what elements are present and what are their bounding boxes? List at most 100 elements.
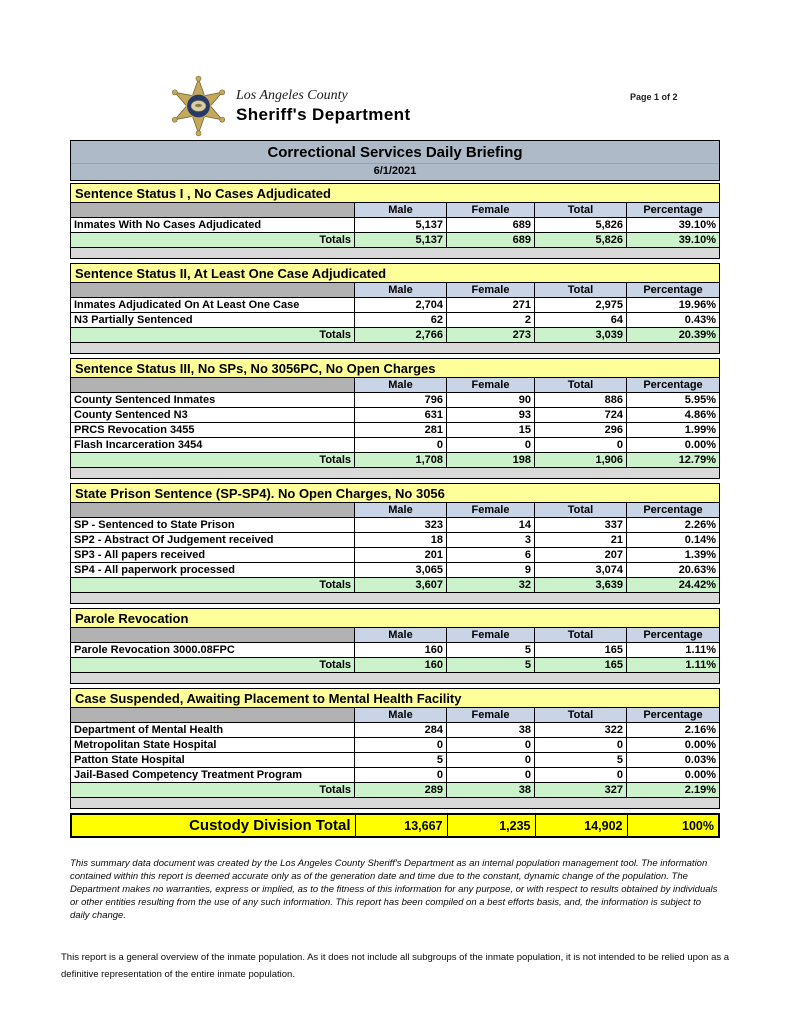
row-label: SP2 - Abstract Of Judgement received [70, 532, 355, 548]
cell-male: 281 [354, 422, 447, 438]
row-label: Jail-Based Competency Treatment Program [70, 767, 355, 783]
section-spacer [70, 593, 720, 604]
cell-total: 5 [534, 752, 627, 768]
section-title: Sentence Status II, At Least One Case Ad… [70, 263, 720, 282]
cell-male: 5,137 [354, 217, 447, 233]
row-label: Flash Incarceration 3454 [70, 437, 355, 453]
totals-male: 3,607 [354, 577, 447, 593]
row-label: Department of Mental Health [70, 722, 355, 738]
table-row: Department of Mental Health 284 38 322 2.16% [70, 722, 720, 738]
cell-total: 296 [534, 422, 627, 438]
grand-total-female: 1,235 [446, 813, 536, 838]
section-title: Sentence Status III, No SPs, No 3056PC, … [70, 358, 720, 377]
grand-total-label: Custody Division Total [70, 813, 356, 838]
overview-note-paragraph: This report is a general overview of the… [61, 952, 730, 981]
totals-male: 2,766 [354, 327, 447, 343]
table-row: SP3 - All papers received 201 6 207 1.39% [70, 547, 720, 563]
cell-female: 14 [446, 517, 535, 533]
cell-percentage: 1.99% [626, 422, 720, 438]
section-table: Male Female Total Percentage Department of M… [70, 707, 720, 798]
column-header-empty-cell [70, 202, 355, 218]
column-header-percentage: Percentage [626, 502, 720, 518]
table-row: SP4 - All paperwork processed 3,065 9 3,074… [70, 562, 720, 578]
agency-name-county: Los Angeles County [236, 87, 348, 103]
column-header-male: Male [354, 377, 447, 393]
cell-total: 5,826 [534, 217, 627, 233]
cell-male: 284 [354, 722, 447, 738]
column-header-total: Total [534, 282, 627, 298]
cell-male: 2,704 [354, 297, 447, 313]
column-header-empty-cell [70, 627, 355, 643]
row-label: Inmates With No Cases Adjudicated [70, 217, 355, 233]
cell-percentage: 2.26% [626, 517, 720, 533]
section-table: Male Female Total Percentage County Sentence… [70, 377, 720, 468]
report-section: Sentence Status II, At Least One Case Ad… [70, 263, 720, 354]
section-table: Male Female Total Percentage Parole Revocati… [70, 627, 720, 673]
cell-female: 2 [446, 312, 535, 328]
column-header-row: Male Female Total Percentage [70, 377, 720, 393]
column-header-female: Female [446, 202, 535, 218]
cell-percentage: 2.16% [626, 722, 720, 738]
row-label: County Sentenced N3 [70, 407, 355, 423]
column-header-row: Male Female Total Percentage [70, 282, 720, 298]
cell-male: 0 [354, 767, 447, 783]
report-section: Sentence Status III, No SPs, No 3056PC, … [70, 358, 720, 479]
totals-female: 5 [446, 657, 535, 673]
grand-total-table: Custody Division Total 13,667 1,235 14,9… [70, 813, 720, 838]
totals-total: 3,639 [534, 577, 627, 593]
table-row: SP2 - Abstract Of Judgement received 18 3 2… [70, 532, 720, 548]
section-table: Male Female Total Percentage SP - Sentenced … [70, 502, 720, 593]
cell-female: 0 [446, 737, 535, 753]
column-header-female: Female [446, 377, 535, 393]
table-row: Patton State Hospital 5 0 5 0.03% [70, 752, 720, 768]
sheriff-star-badge-icon [170, 74, 227, 138]
cell-female: 9 [446, 562, 535, 578]
section-spacer [70, 468, 720, 479]
grand-total-row: Custody Division Total 13,667 1,235 14,9… [70, 813, 720, 838]
totals-female: 689 [446, 232, 535, 248]
column-header-female: Female [446, 627, 535, 643]
totals-total: 3,039 [534, 327, 627, 343]
column-header-percentage: Percentage [626, 627, 720, 643]
row-label: PRCS Revocation 3455 [70, 422, 355, 438]
row-label: SP - Sentenced to State Prison [70, 517, 355, 533]
table-row: Parole Revocation 3000.08FPC 160 5 165 1.11% [70, 642, 720, 658]
totals-total: 327 [534, 782, 627, 798]
column-header-female: Female [446, 707, 535, 723]
column-header-row: Male Female Total Percentage [70, 502, 720, 518]
page-indicator: Page 1 of 2 [630, 92, 678, 102]
section-spacer [70, 798, 720, 809]
section-title: Sentence Status I , No Cases Adjudicated [70, 183, 720, 202]
totals-label: Totals [70, 232, 355, 248]
cell-percentage: 4.86% [626, 407, 720, 423]
totals-row: Totals 289 38 327 2.19% [70, 782, 720, 798]
totals-percentage: 24.42% [626, 577, 720, 593]
report-section: Sentence Status I , No Cases Adjudicated… [70, 183, 720, 259]
totals-male: 160 [354, 657, 447, 673]
cell-male: 0 [354, 737, 447, 753]
agency-name-department: Sheriff's Department [236, 104, 411, 124]
totals-total: 165 [534, 657, 627, 673]
table-row: SP - Sentenced to State Prison 323 14 337 2.… [70, 517, 720, 533]
cell-male: 160 [354, 642, 447, 658]
column-header-percentage: Percentage [626, 377, 720, 393]
column-header-percentage: Percentage [626, 202, 720, 218]
row-label: Metropolitan State Hospital [70, 737, 355, 753]
column-header-total: Total [534, 377, 627, 393]
totals-label: Totals [70, 782, 355, 798]
report: Correctional Services Daily Briefing 6/1… [70, 140, 720, 838]
cell-total: 0 [534, 737, 627, 753]
cell-percentage: 0.00% [626, 737, 720, 753]
totals-label: Totals [70, 452, 355, 468]
totals-male: 289 [354, 782, 447, 798]
cell-percentage: 0.14% [626, 532, 720, 548]
cell-female: 689 [446, 217, 535, 233]
column-header-empty-cell [70, 707, 355, 723]
cell-total: 0 [534, 767, 627, 783]
cell-total: 3,074 [534, 562, 627, 578]
cell-total: 886 [534, 392, 627, 408]
totals-percentage: 2.19% [626, 782, 720, 798]
section-title: State Prison Sentence (SP-SP4). No Open … [70, 483, 720, 502]
report-date: 6/1/2021 [71, 163, 719, 180]
cell-female: 15 [446, 422, 535, 438]
